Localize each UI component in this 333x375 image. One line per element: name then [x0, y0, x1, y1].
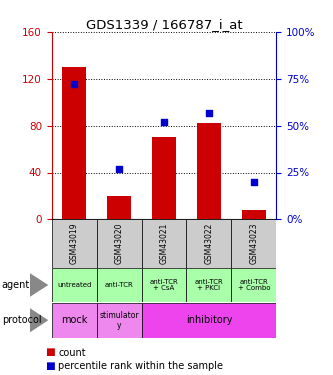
Text: protocol: protocol	[2, 315, 41, 325]
Point	[162, 119, 167, 125]
Text: ■: ■	[45, 361, 55, 370]
Text: stimulator
y: stimulator y	[99, 310, 139, 330]
Bar	[52, 268, 97, 302]
Text: anti-TCR
+ CsA: anti-TCR + CsA	[150, 279, 178, 291]
Title: GDS1339 / 166787_i_at: GDS1339 / 166787_i_at	[86, 18, 242, 31]
Point	[71, 81, 77, 87]
Bar	[52, 303, 97, 338]
Polygon shape	[30, 273, 48, 297]
Text: GSM43022: GSM43022	[204, 223, 213, 264]
Text: percentile rank within the sample: percentile rank within the sample	[58, 361, 223, 370]
Text: inhibitory: inhibitory	[186, 315, 232, 325]
Bar	[107, 196, 132, 219]
Bar	[142, 303, 276, 338]
Bar	[241, 210, 266, 219]
Text: GSM43023: GSM43023	[249, 223, 258, 264]
Bar	[97, 303, 142, 338]
Bar	[186, 268, 231, 302]
Bar	[142, 268, 186, 302]
Text: anti-TCR
+ PKCi: anti-TCR + PKCi	[194, 279, 223, 291]
Text: anti-TCR
+ Combo: anti-TCR + Combo	[238, 279, 270, 291]
Point	[206, 110, 212, 116]
Bar	[142, 219, 186, 268]
Bar	[186, 219, 231, 268]
Bar	[152, 137, 176, 219]
Text: mock: mock	[61, 315, 87, 325]
Text: ■: ■	[45, 348, 55, 357]
Bar	[97, 219, 142, 268]
Point	[117, 166, 122, 172]
Bar	[231, 268, 276, 302]
Polygon shape	[30, 308, 48, 332]
Text: untreated: untreated	[57, 282, 91, 288]
Text: GSM43021: GSM43021	[160, 223, 168, 264]
Point	[251, 179, 257, 185]
Bar	[231, 219, 276, 268]
Text: GSM43019: GSM43019	[70, 223, 79, 264]
Bar	[97, 268, 142, 302]
Text: agent: agent	[2, 280, 30, 290]
Bar	[52, 219, 97, 268]
Bar	[196, 123, 221, 219]
Text: anti-TCR: anti-TCR	[105, 282, 134, 288]
Text: GSM43020: GSM43020	[115, 223, 124, 264]
Text: count: count	[58, 348, 86, 357]
Bar	[62, 67, 87, 219]
